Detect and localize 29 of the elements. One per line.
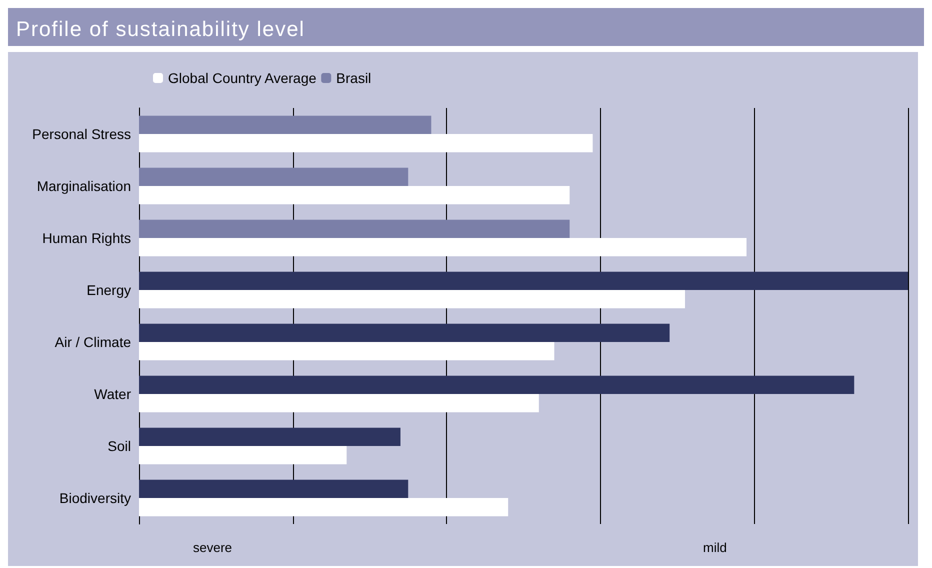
bar bbox=[139, 168, 408, 186]
bar bbox=[139, 342, 554, 360]
y-tick-label: Air / Climate bbox=[54, 334, 132, 350]
bar bbox=[139, 290, 685, 308]
bar bbox=[139, 428, 400, 446]
bar bbox=[139, 220, 570, 238]
bar bbox=[139, 116, 432, 134]
y-tick-label: Human Rights bbox=[42, 230, 131, 246]
y-tick-label: Biodiversity bbox=[59, 490, 131, 506]
bar bbox=[139, 394, 539, 412]
y-tick-label: Marginalisation bbox=[36, 178, 131, 194]
bar bbox=[139, 480, 408, 498]
bar bbox=[139, 376, 854, 394]
bar bbox=[139, 272, 908, 290]
bar bbox=[139, 186, 570, 204]
bar bbox=[139, 324, 670, 342]
y-tick-label: Energy bbox=[86, 282, 131, 298]
y-tick-label: Personal Stress bbox=[32, 126, 131, 142]
bar bbox=[139, 446, 347, 464]
bar bbox=[139, 134, 593, 152]
y-tick-label: Soil bbox=[108, 438, 131, 454]
text: mild bbox=[703, 540, 727, 555]
y-tick-label: Water bbox=[94, 386, 132, 402]
legend-label: Brasil bbox=[336, 70, 372, 86]
text: severe bbox=[193, 540, 232, 555]
bar bbox=[139, 498, 508, 516]
bar bbox=[139, 238, 747, 256]
chart-title: Profile of sustainability level bbox=[8, 8, 924, 46]
legend-label: Global Country Average bbox=[168, 70, 317, 86]
